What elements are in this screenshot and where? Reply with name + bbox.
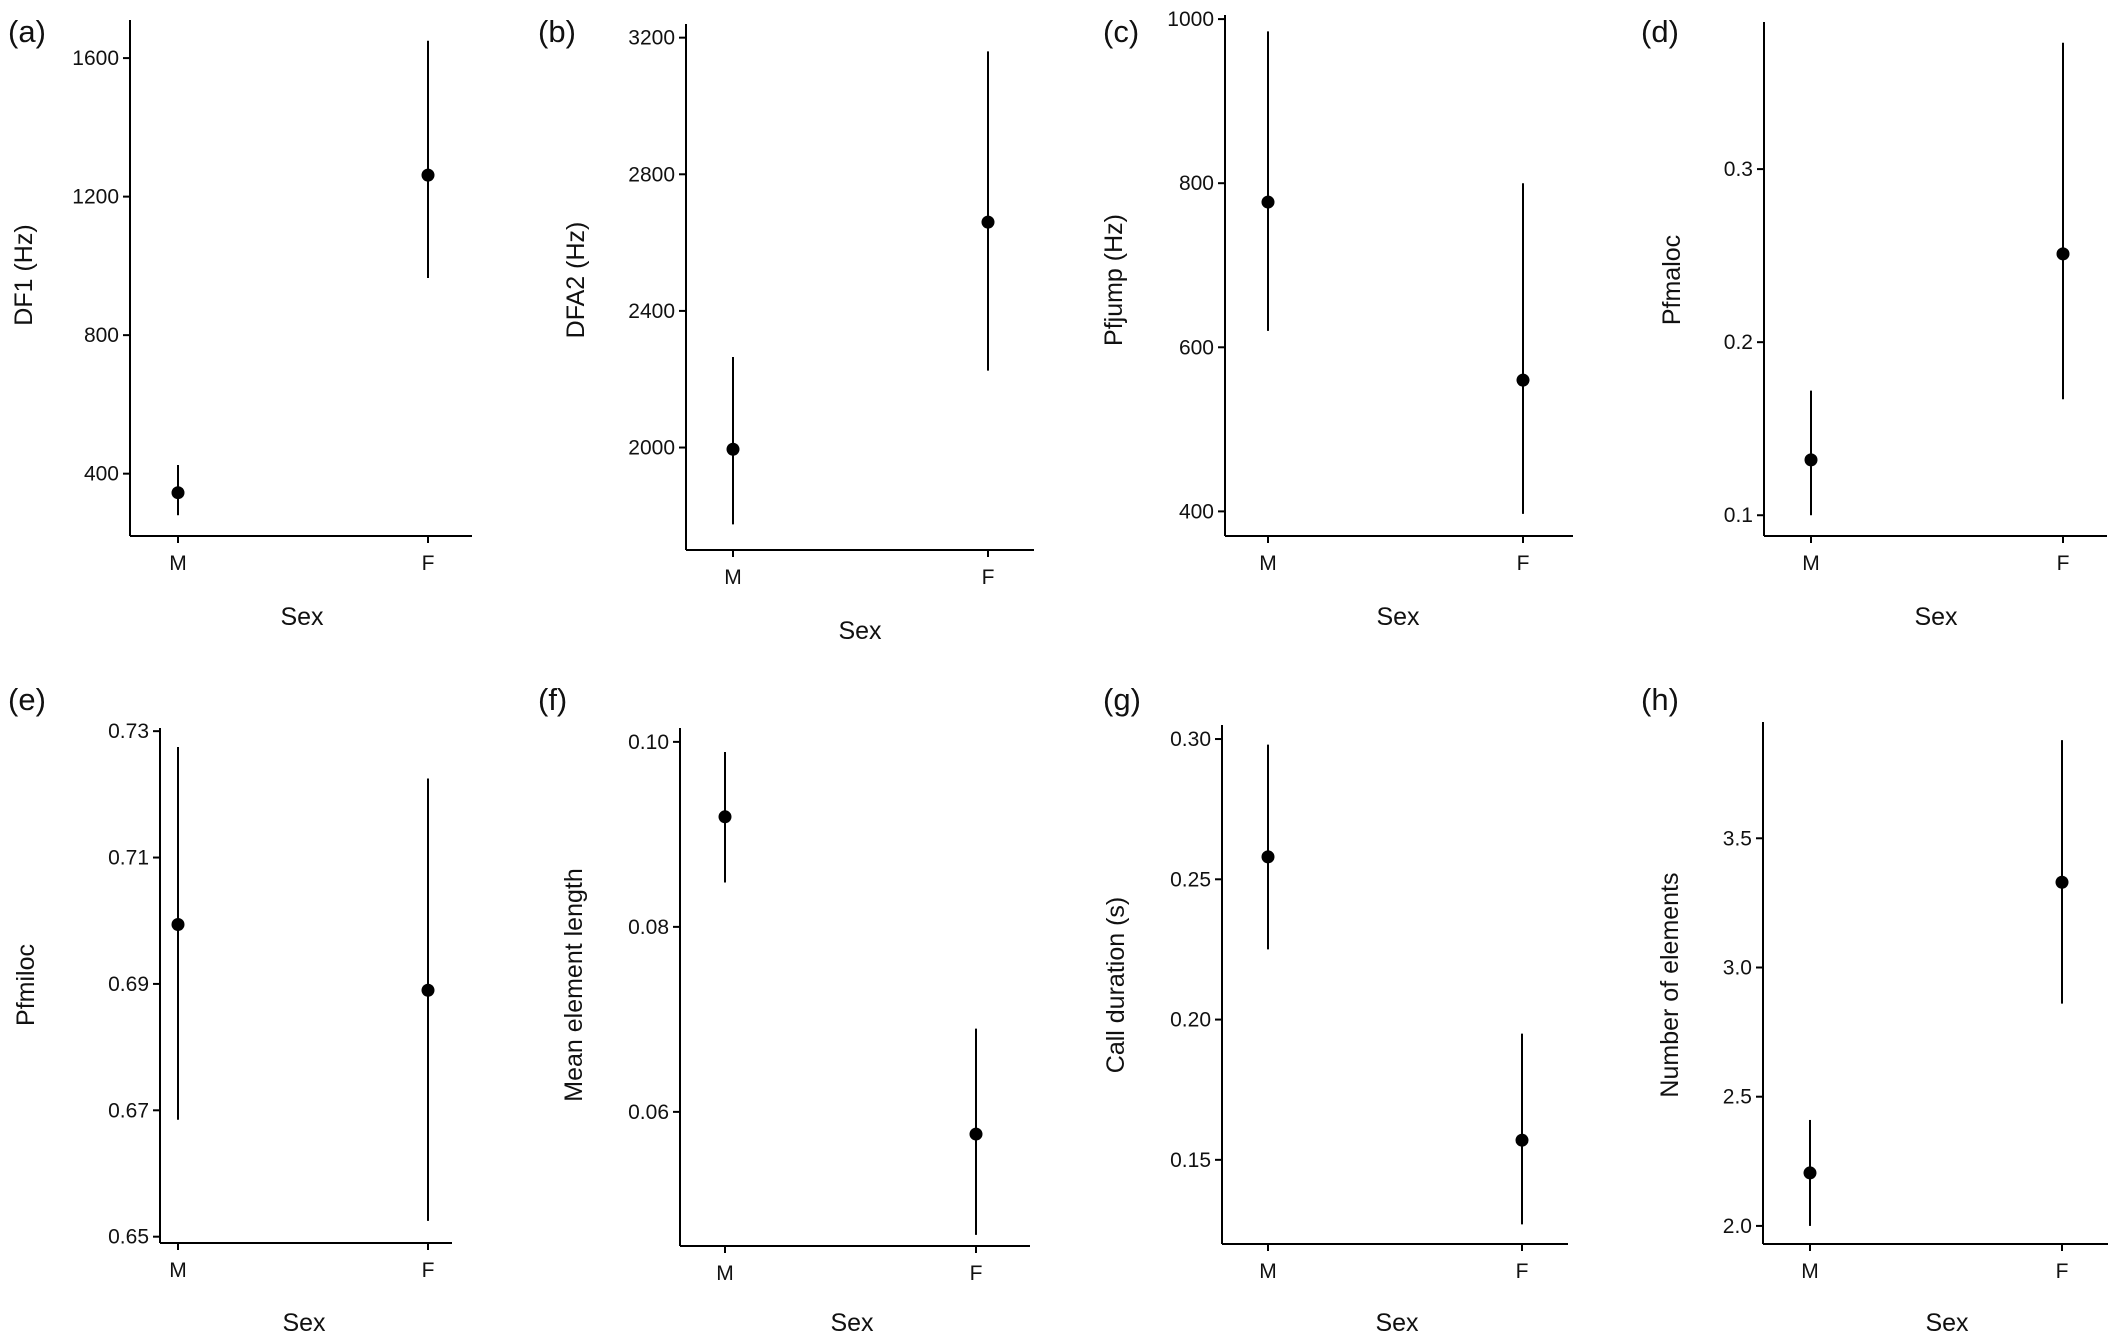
x-tick-label: M	[1259, 552, 1277, 575]
y-tick-label: 0.67	[108, 1099, 149, 1122]
y-tick-label: 2400	[628, 300, 675, 323]
x-axis-title: Sex	[282, 1309, 326, 1337]
x-tick-label: M	[169, 552, 187, 575]
data-point-F	[969, 1127, 983, 1141]
x-tick-label: F	[422, 1259, 435, 1282]
panel-label: (f)	[538, 682, 567, 717]
panel-label: (g)	[1103, 682, 1141, 717]
y-tick-label: 0.69	[108, 973, 149, 996]
x-axis-title: Sex	[1925, 1309, 1969, 1337]
panel-label: (b)	[538, 14, 576, 49]
data-point-M	[1804, 453, 1818, 467]
y-tick-label: 800	[1179, 172, 1214, 195]
data-point-M	[718, 810, 732, 824]
y-tick-label: 600	[1179, 336, 1214, 359]
x-tick-label: F	[2057, 552, 2070, 575]
y-tick-label: 0.06	[628, 1101, 669, 1124]
data-point-M	[726, 442, 740, 456]
x-tick-label: F	[970, 1262, 983, 1285]
x-tick-label: M	[1801, 1260, 1819, 1283]
panel-f: (f) 0.06 0.08 0.10 M F Sex Mean element length	[538, 682, 1030, 1337]
x-tick-label: M	[716, 1262, 734, 1285]
y-tick-label: 0.30	[1170, 728, 1211, 751]
x-axis-title: Sex	[830, 1309, 874, 1337]
data-point-M	[1261, 195, 1275, 209]
panel-label: (d)	[1641, 14, 1679, 49]
x-tick-label: M	[169, 1259, 187, 1282]
panel-label: (a)	[8, 14, 46, 49]
panel-label: (h)	[1641, 682, 1679, 717]
x-axis-title: Sex	[1375, 1309, 1419, 1337]
x-tick-label: M	[724, 566, 742, 589]
y-axis-title: Pfjump (Hz)	[1100, 214, 1128, 346]
y-axis-title: DF1 (Hz)	[10, 224, 38, 325]
y-tick-label: 800	[84, 324, 119, 347]
x-tick-label: F	[982, 566, 995, 589]
x-tick-label: F	[1517, 552, 1530, 575]
y-tick-label: 2000	[628, 437, 675, 460]
data-point-F	[1515, 1133, 1529, 1147]
y-tick-label: 2.0	[1723, 1215, 1752, 1238]
data-point-F	[2056, 247, 2070, 261]
data-point-F	[1516, 373, 1530, 387]
x-tick-label: F	[422, 552, 435, 575]
panel-label: (e)	[8, 682, 46, 717]
panel-c: (c) 400 600 800 1000 M F Sex Pfjump (Hz)	[1100, 8, 1573, 631]
y-tick-label: 0.65	[108, 1226, 149, 1249]
x-tick-label: F	[1516, 1260, 1529, 1283]
y-tick-label: 0.73	[108, 720, 149, 743]
data-point-F	[421, 168, 435, 182]
y-axis-title: Mean element length	[560, 868, 588, 1101]
panel-b: (b) 2000 2400 2800 3200 M F Sex DFA2 (Hz)	[538, 14, 1034, 645]
y-tick-label: 0.2	[1724, 331, 1753, 354]
y-tick-label: 400	[1179, 500, 1214, 523]
data-point-F	[2055, 875, 2069, 889]
panel-e: (e) 0.65 0.67 0.69 0.71 0.73 M F Sex Pfmiloc	[8, 682, 452, 1337]
x-axis-title: Sex	[1914, 603, 1958, 631]
x-axis-title: Sex	[1376, 603, 1420, 631]
y-tick-label: 0.25	[1170, 868, 1211, 891]
y-tick-label: 1000	[1167, 8, 1214, 31]
y-tick-label: 1200	[72, 186, 119, 209]
y-tick-label: 0.3	[1724, 158, 1753, 181]
x-axis-title: Sex	[280, 603, 324, 631]
panel-h: (h) 2.0 2.5 3.0 3.5 M F Sex Number of elements	[1641, 682, 2108, 1337]
data-point-M	[1261, 850, 1275, 864]
y-tick-label: 3.0	[1723, 956, 1752, 979]
y-tick-label: 0.71	[108, 847, 149, 870]
y-axis-title: Pfmaloc	[1658, 235, 1686, 325]
y-tick-label: 3.5	[1723, 827, 1752, 850]
data-point-M	[171, 918, 185, 932]
y-tick-label: 2800	[628, 163, 675, 186]
y-axis-title: Number of elements	[1656, 872, 1684, 1097]
y-tick-label: 0.08	[628, 916, 669, 939]
x-tick-label: F	[2056, 1260, 2069, 1283]
data-point-F	[421, 983, 435, 997]
y-tick-label: 0.20	[1170, 1009, 1211, 1032]
panel-d: (d) 0.1 0.2 0.3 M F Sex Pfmaloc	[1641, 14, 2107, 631]
panel-g: (g) 0.15 0.20 0.25 0.30 M F Sex Call duration (s…	[1102, 682, 1568, 1337]
y-tick-label: 400	[84, 463, 119, 486]
y-tick-label: 3200	[628, 27, 675, 50]
y-tick-label: 2.5	[1723, 1086, 1752, 1109]
y-tick-label: 0.10	[628, 731, 669, 754]
y-axis-title: DFA2 (Hz)	[562, 222, 590, 339]
panel-a: (a) 400 800 1200 1600 M F Sex DF1 (Hz)	[8, 14, 472, 631]
data-point-M	[171, 486, 185, 500]
y-tick-label: 0.1	[1724, 504, 1753, 527]
x-tick-label: M	[1259, 1260, 1277, 1283]
y-tick-label: 0.15	[1170, 1149, 1211, 1172]
y-axis-title: Call duration (s)	[1102, 897, 1130, 1073]
x-axis-title: Sex	[838, 617, 882, 645]
y-tick-label: 1600	[72, 47, 119, 70]
x-tick-label: M	[1802, 552, 1820, 575]
y-axis-title: Pfmiloc	[12, 944, 40, 1026]
data-point-F	[981, 215, 995, 229]
data-point-M	[1803, 1166, 1817, 1180]
panel-label: (c)	[1103, 14, 1139, 49]
